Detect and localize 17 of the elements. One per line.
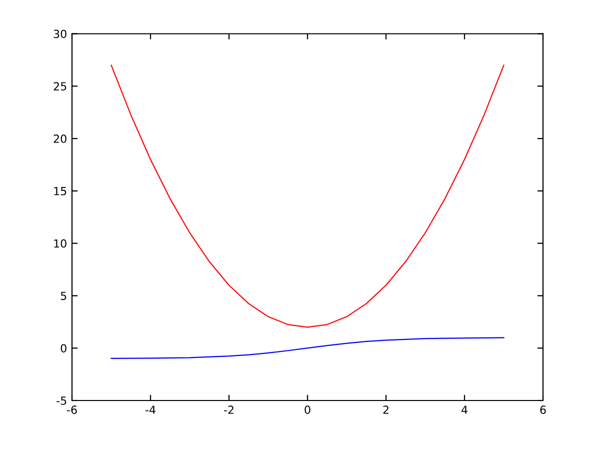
y-tick-label: -5: [56, 396, 66, 405]
y-tick-label: 10: [54, 239, 66, 248]
y-tick-label: 30: [54, 30, 66, 38]
y-tick-label: 25: [54, 82, 66, 91]
x-tick-label: 0: [304, 406, 310, 414]
line-series: [110, 64, 504, 328]
x-tick-label: 2: [383, 406, 388, 414]
y-tick-label: 5: [60, 292, 66, 300]
x-tick-label: -4: [146, 406, 156, 414]
x-tick-label: -2: [224, 406, 234, 414]
y-tick-label: 20: [54, 134, 66, 143]
x-tick-label: -6: [67, 406, 77, 414]
x-tick-label: 6: [540, 406, 546, 414]
x-tick-label: 4: [462, 406, 468, 414]
y-tick-label: 15: [54, 187, 66, 196]
y-tick-label: 0: [60, 344, 66, 352]
line-series: [110, 337, 504, 360]
